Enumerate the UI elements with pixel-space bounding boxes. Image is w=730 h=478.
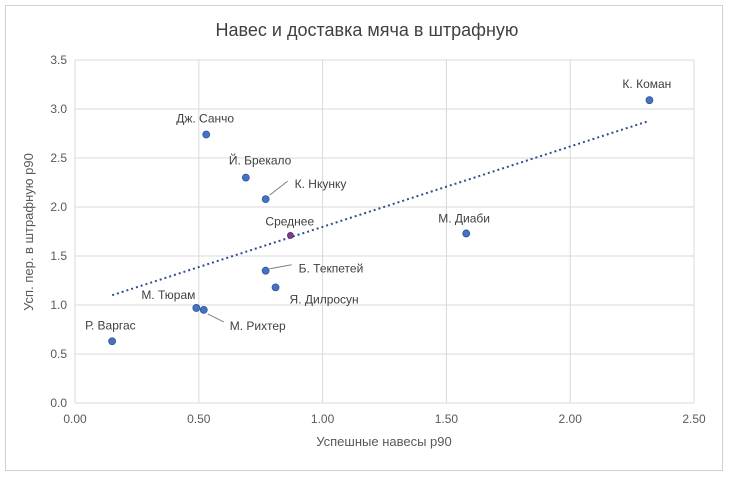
data-point	[192, 304, 201, 312]
point-label: К. Нкунку	[295, 177, 347, 191]
tick-labels: 0.0 0.5 1.0 1.5 2.0 2.5 3.0 3.5 0.00 0.50 1.00 1.50…	[50, 53, 706, 426]
data-point	[645, 96, 654, 105]
point-labels: Р. Варгас М. Тюрам М. Рихтер Дж. Санчо Й. Бр…	[85, 77, 671, 333]
point-label: М. Рихтер	[230, 319, 286, 333]
y-tick-label: 3.0	[50, 102, 67, 116]
y-tick-label: 1.5	[50, 249, 67, 263]
x-tick-label: 1.50	[435, 412, 459, 426]
grid-lines	[74, 59, 695, 404]
y-tick-label: 3.5	[50, 53, 67, 67]
point-label: Среднее	[265, 214, 314, 228]
point-label: М. Диаби	[438, 211, 490, 225]
data-point	[271, 283, 280, 292]
data-point	[202, 130, 211, 139]
average-point	[287, 232, 294, 239]
data-point	[261, 266, 270, 275]
y-axis-title: Усп. пер. в штрафную р90	[21, 153, 36, 311]
point-label: Я. Дилросун	[290, 292, 359, 306]
point-label: Р. Варгас	[85, 318, 136, 332]
chart-title: Навес и доставка мяча в штрафную	[216, 20, 519, 40]
point-label: К. Коман	[622, 77, 671, 91]
y-tick-label: 0.5	[50, 347, 67, 361]
point-label: Б. Текпетей	[299, 262, 364, 276]
label-leader-line	[207, 313, 224, 323]
trendline	[111, 119, 650, 297]
data-point	[462, 229, 471, 238]
trendline-group	[111, 119, 650, 297]
x-tick-label: 0.50	[187, 412, 211, 426]
y-tick-label: 2.0	[50, 200, 67, 214]
label-leader-line	[269, 264, 292, 270]
label-leaders	[207, 180, 292, 323]
y-tick-label: 2.5	[50, 151, 67, 165]
data-point	[108, 337, 117, 346]
point-label: Й. Брекало	[229, 153, 292, 168]
label-leader-line	[269, 180, 288, 196]
data-point	[241, 173, 250, 182]
point-label: Дж. Санчо	[176, 111, 234, 125]
x-axis-title: Успешные навесы р90	[316, 434, 452, 449]
x-tick-label: 2.50	[682, 412, 706, 426]
x-tick-label: 1.00	[311, 412, 335, 426]
data-point	[261, 195, 270, 204]
y-tick-label: 0.0	[50, 396, 67, 410]
x-tick-label: 0.00	[63, 412, 87, 426]
point-label: М. Тюрам	[141, 288, 195, 302]
y-tick-label: 1.0	[50, 298, 67, 312]
data-points	[108, 96, 654, 346]
chart-frame	[5, 5, 723, 471]
x-tick-label: 2.00	[559, 412, 583, 426]
data-point	[199, 305, 208, 314]
